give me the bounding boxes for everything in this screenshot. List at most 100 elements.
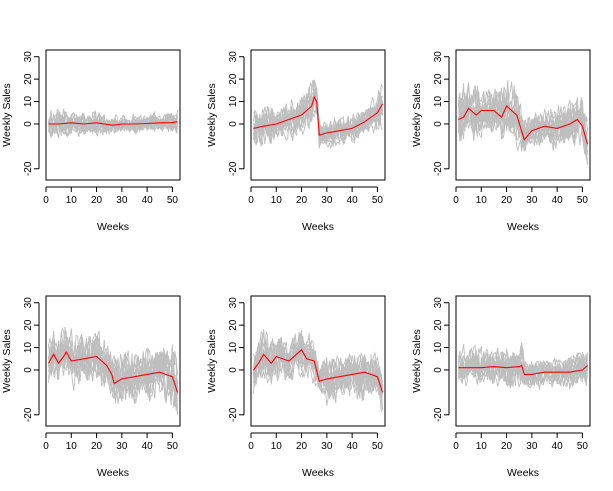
x-tick-label: 10 (66, 441, 78, 452)
mean-line (253, 95, 383, 136)
y-tick-label: 0 (433, 121, 444, 127)
x-tick-label: 0 (248, 441, 254, 452)
sample-trace-line (253, 333, 383, 397)
x-axis-title: Weeks (507, 221, 539, 233)
sample-traces (458, 342, 588, 390)
y-tick-label: 0 (228, 121, 239, 127)
x-tick-label: 30 (321, 441, 333, 452)
plot-frame (250, 295, 386, 427)
x-tick-label: 50 (577, 441, 589, 452)
y-axis-title: Weekly Sales (206, 329, 218, 392)
sample-trace-line (458, 353, 588, 387)
x-tick-label: 10 (271, 441, 283, 452)
panel: 0 10 20 30 40 50 -20 0 10 20 30 Weeks Weekly Sales (411, 295, 591, 479)
sample-trace-line (458, 351, 588, 388)
x-axis-title: Weeks (507, 467, 539, 479)
x-tick-label: 30 (116, 441, 128, 452)
x-axis-title: Weeks (302, 221, 334, 233)
mean-line (458, 364, 588, 375)
x-tick-label: 50 (372, 195, 384, 206)
y-tick-label: 30 (228, 51, 239, 63)
y-tick-label: 10 (228, 342, 239, 354)
y-tick-label: 10 (23, 342, 34, 354)
y-tick-label: -20 (23, 407, 34, 422)
y-axis-title: Weekly Sales (1, 83, 13, 146)
plot-frame (250, 49, 386, 181)
panel: 0 10 20 30 40 50 -20 0 10 20 30 Weeks Weekly Sales (1, 295, 181, 479)
y-tick-label: 30 (23, 297, 34, 309)
x-tick-label: 10 (476, 195, 488, 206)
x-tick-label: 20 (501, 195, 513, 206)
y-tick-label: 30 (433, 51, 444, 63)
y-tick-label: 10 (23, 96, 34, 108)
x-tick-label: 40 (347, 195, 359, 206)
y-tick-label: 10 (433, 342, 444, 354)
x-tick-label: 20 (296, 441, 308, 452)
x-tick-label: 20 (91, 195, 103, 206)
sample-traces (253, 329, 383, 413)
sample-trace-line (48, 331, 178, 404)
x-tick-label: 0 (453, 441, 459, 452)
y-tick-label: 20 (23, 319, 34, 331)
plot-frame (45, 295, 181, 427)
x-tick-label: 40 (552, 195, 564, 206)
y-tick-label: 10 (433, 96, 444, 108)
y-axis-title: Weekly Sales (411, 83, 423, 146)
y-tick-label: 30 (23, 51, 34, 63)
x-tick-label: 40 (347, 441, 359, 452)
sample-trace-line (458, 88, 588, 165)
sample-trace-line (48, 111, 178, 134)
x-tick-label: 40 (552, 441, 564, 452)
y-tick-label: 0 (433, 367, 444, 373)
x-tick-label: 30 (526, 441, 538, 452)
x-tick-label: 30 (116, 195, 128, 206)
mean-line (253, 348, 384, 393)
x-tick-label: 10 (476, 441, 488, 452)
y-tick-label: 10 (228, 96, 239, 108)
y-tick-label: -20 (433, 407, 444, 422)
x-tick-label: 50 (167, 441, 179, 452)
plot-frame (455, 295, 591, 427)
x-tick-label: 50 (577, 195, 589, 206)
plot-frame (455, 49, 591, 181)
x-tick-label: 40 (142, 441, 154, 452)
panel: 0 10 20 30 40 50 -20 0 10 20 30 Weeks Weekly Sales (1, 49, 181, 233)
mean-line (48, 350, 179, 393)
x-tick-label: 10 (66, 195, 78, 206)
sample-traces (458, 80, 588, 165)
y-tick-label: -20 (433, 161, 444, 176)
sample-trace-line (48, 340, 178, 402)
panel: 0 10 20 30 40 50 -20 0 10 20 30 Weeks Weekly Sales (411, 49, 591, 233)
sample-trace-line (458, 88, 588, 164)
x-tick-label: 10 (271, 195, 283, 206)
panel: 0 10 20 30 40 50 -20 0 10 20 30 Weeks Weekly Sales (206, 49, 386, 233)
x-tick-label: 50 (372, 441, 384, 452)
x-tick-label: 0 (453, 195, 459, 206)
y-tick-label: 20 (23, 73, 34, 85)
x-tick-label: 20 (501, 441, 513, 452)
x-tick-label: 0 (248, 195, 254, 206)
x-axis-title: Weeks (97, 467, 129, 479)
y-tick-label: -20 (228, 161, 239, 176)
y-tick-label: 0 (23, 121, 34, 127)
x-axis-title: Weeks (302, 467, 334, 479)
y-tick-label: 20 (433, 73, 444, 85)
x-tick-label: 20 (91, 441, 103, 452)
y-tick-label: 0 (23, 367, 34, 373)
x-tick-label: 30 (526, 195, 538, 206)
y-axis-title: Weekly Sales (411, 329, 423, 392)
y-tick-label: -20 (23, 161, 34, 176)
y-tick-label: 0 (228, 367, 239, 373)
y-tick-label: -20 (228, 407, 239, 422)
x-tick-label: 50 (167, 195, 179, 206)
x-tick-label: 30 (321, 195, 333, 206)
y-axis-title: Weekly Sales (1, 329, 13, 392)
y-tick-label: 20 (433, 319, 444, 331)
x-axis-title: Weeks (97, 221, 129, 233)
mean-line (48, 121, 178, 126)
y-axis-title: Weekly Sales (206, 83, 218, 146)
x-tick-label: 0 (43, 195, 49, 206)
sample-traces (48, 326, 178, 415)
x-tick-label: 20 (296, 195, 308, 206)
